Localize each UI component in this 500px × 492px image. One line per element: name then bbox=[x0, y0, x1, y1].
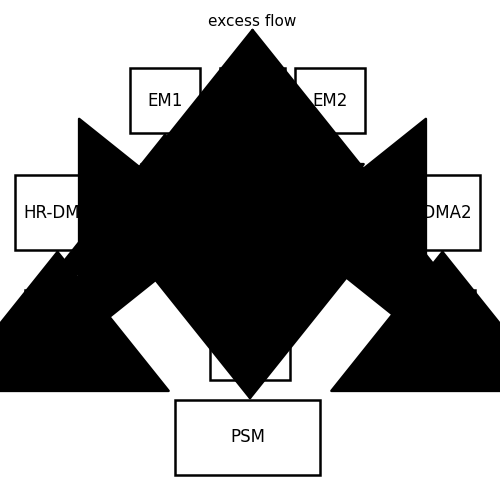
Text: ES2: ES2 bbox=[427, 311, 458, 329]
Text: PSM: PSM bbox=[230, 429, 265, 447]
Text: HR-DMA2: HR-DMA2 bbox=[393, 204, 472, 221]
Text: EM2: EM2 bbox=[312, 92, 348, 110]
Bar bbox=[410, 290, 475, 350]
Bar bbox=[220, 185, 285, 275]
Text: HEPA: HEPA bbox=[244, 86, 262, 130]
Bar bbox=[130, 68, 200, 133]
Text: HR-DMA1: HR-DMA1 bbox=[23, 204, 102, 221]
Text: ES1: ES1 bbox=[42, 311, 73, 329]
Text: RC: RC bbox=[242, 221, 264, 239]
Bar bbox=[25, 290, 90, 350]
Bar bbox=[210, 305, 290, 380]
Bar bbox=[175, 400, 320, 475]
Bar bbox=[15, 175, 110, 250]
Text: IP: IP bbox=[242, 334, 258, 351]
Bar bbox=[295, 68, 365, 133]
Text: EM1: EM1 bbox=[148, 92, 182, 110]
Bar bbox=[385, 175, 480, 250]
Text: excess flow: excess flow bbox=[208, 14, 296, 30]
Bar bbox=[220, 68, 285, 148]
